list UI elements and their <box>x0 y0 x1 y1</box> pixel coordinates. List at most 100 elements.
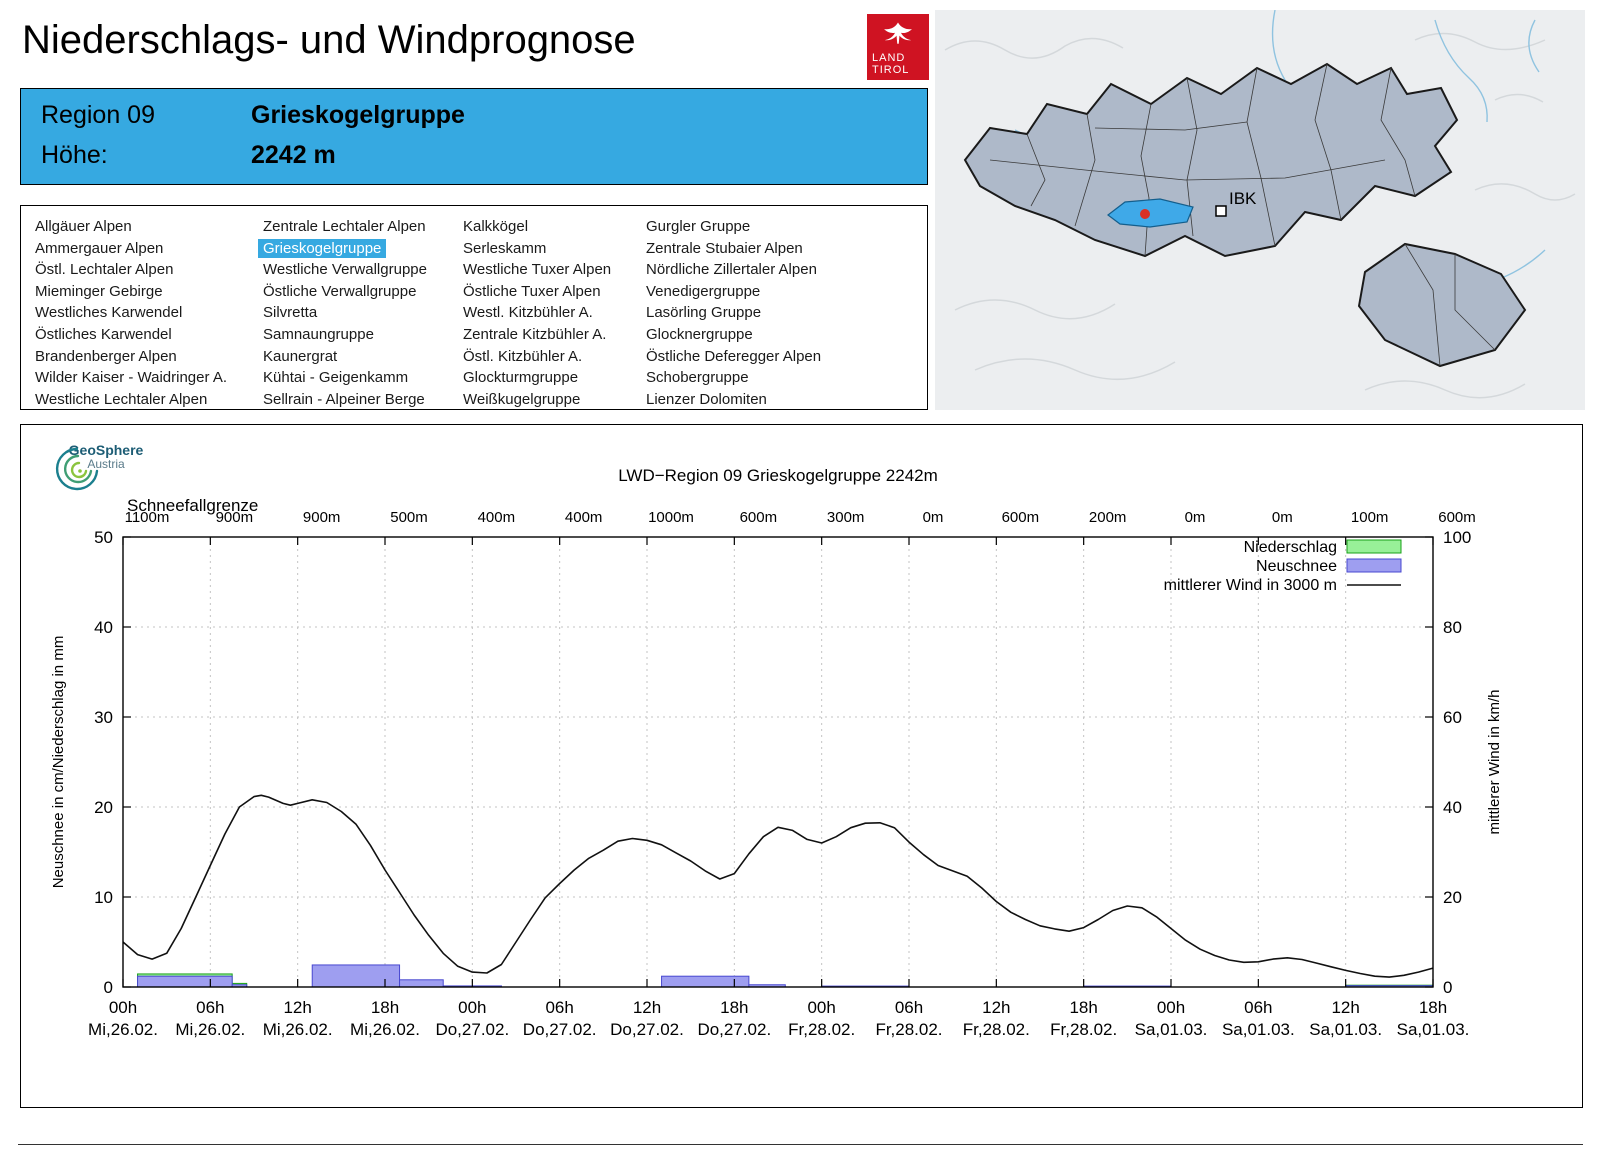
region-list-item[interactable]: Westliche Tuxer Alpen <box>463 261 612 279</box>
region-list-item[interactable]: Kalkkögel <box>463 218 529 235</box>
region-list-column: Zentrale Lechtaler Alpen Grieskogelgruppe… <box>258 216 463 410</box>
svg-text:12h: 12h <box>1331 998 1359 1017</box>
svg-text:300m: 300m <box>827 509 865 526</box>
svg-text:Niederschlag: Niederschlag <box>1244 539 1337 556</box>
selected-region-highlight[interactable] <box>1107 198 1194 228</box>
region-list-item[interactable]: Wilder Kaiser - Waidringer A. <box>35 369 227 387</box>
svg-text:400m: 400m <box>478 509 516 526</box>
chart-axes <box>122 536 1434 988</box>
svg-text:80: 80 <box>1443 618 1462 637</box>
svg-text:20: 20 <box>94 798 113 817</box>
region-header: Region 09 Grieskogelgruppe Höhe: 2242 m <box>20 88 928 185</box>
svg-text:100m: 100m <box>1351 509 1389 526</box>
region-list-item[interactable]: Östl. Lechtaler Alpen <box>35 261 174 279</box>
region-list-item[interactable]: Westl. Kitzbühler A. <box>463 304 593 322</box>
region-row: Region 09 Grieskogelgruppe <box>41 101 465 130</box>
axis-labels: 0 10 20 30 40 50 0 20 40 60 80 100 00h Mi,26.02. 06h Mi… <box>50 528 1503 1039</box>
svg-text:00h: 00h <box>109 998 137 1017</box>
region-list-item[interactable]: Zentrale Stubaier Alpen <box>646 239 803 257</box>
region-name: Grieskogelgruppe <box>251 101 465 129</box>
region-list-item[interactable]: Ammergauer Alpen <box>35 239 164 257</box>
svg-text:Neuschnee: Neuschnee <box>1256 558 1337 575</box>
svg-text:30: 30 <box>94 708 113 727</box>
region-list-item[interactable]: Schobergruppe <box>646 369 749 387</box>
svg-text:0m: 0m <box>1272 509 1293 526</box>
region-list-item[interactable]: Östliches Karwendel <box>35 325 172 343</box>
svg-text:60: 60 <box>1443 708 1462 727</box>
region-list-item[interactable]: Allgäuer Alpen <box>35 218 132 235</box>
svg-text:06h: 06h <box>545 998 573 1017</box>
region-list-item[interactable]: Westliche Lechtaler Alpen <box>35 390 208 408</box>
tirol-map: IBK <box>935 9 1585 410</box>
region-list-item[interactable]: Glockturmgruppe <box>463 369 579 387</box>
svg-text:18h: 18h <box>371 998 399 1017</box>
region-list-item[interactable]: Westliches Karwendel <box>35 304 183 322</box>
svg-text:Fr,28.02.: Fr,28.02. <box>963 1020 1030 1039</box>
svg-text:00h: 00h <box>458 998 486 1017</box>
region-list-item[interactable]: Glocknergruppe <box>646 325 753 343</box>
svg-text:Sa,01.03.: Sa,01.03. <box>1135 1020 1208 1039</box>
region-list-item[interactable]: Zentrale Kitzbühler A. <box>463 325 607 343</box>
chart-panel: 0 10 20 30 40 50 0 20 40 60 80 100 00h Mi,26.02. 06h Mi… <box>20 424 1583 1108</box>
region-list-item[interactable]: Sellrain - Alpeiner Berge <box>263 390 425 408</box>
region-list-item[interactable]: Lasörling Gruppe <box>646 304 762 322</box>
region-list-item[interactable]: Venedigergruppe <box>646 282 761 300</box>
terrain-texture <box>944 32 1576 399</box>
region-list-item[interactable]: Brandenberger Alpen <box>35 347 177 365</box>
north-tirol-region[interactable] <box>963 62 1459 258</box>
region-list-item[interactable]: Östliche Tuxer Alpen <box>463 282 601 300</box>
svg-text:Fr,28.02.: Fr,28.02. <box>875 1020 942 1039</box>
region-list-item[interactable]: Östl. Kitzbühler A. <box>463 347 583 365</box>
region-list-item[interactable]: Nördliche Zillertaler Alpen <box>646 261 817 279</box>
forecast-chart: 0 10 20 30 40 50 0 20 40 60 80 100 00h Mi,26.02. 06h Mi… <box>50 466 1503 1039</box>
geosphere-country: Austria <box>87 457 125 471</box>
region-list-item[interactable]: Lienzer Dolomiten <box>646 390 767 408</box>
svg-text:0m: 0m <box>923 509 944 526</box>
chart-legend: Niederschlag Neuschnee mittlerer Wind in 3… <box>1164 539 1402 594</box>
svg-text:LWD−Region 09 Grieskogelgruppe: LWD−Region 09 Grieskogelgruppe 2242m <box>618 466 938 485</box>
svg-text:400m: 400m <box>565 509 603 526</box>
region-list-item[interactable]: Samnaungruppe <box>263 325 374 343</box>
region-list-item[interactable]: Östliche Verwallgruppe <box>263 282 417 300</box>
region-list-item[interactable]: Westliche Verwallgruppe <box>263 261 427 279</box>
svg-text:0m: 0m <box>1185 509 1206 526</box>
elevation-label: Höhe: <box>41 141 108 169</box>
svg-text:40: 40 <box>94 618 113 637</box>
svg-text:00h: 00h <box>1157 998 1185 1017</box>
region-list-column: Gurgler Gruppe Zentrale Stubaier Alpen Nör… <box>646 216 916 410</box>
chart-grid <box>122 537 1434 987</box>
region-list: Allgäuer Alpen Ammergauer Alpen Östl. Lech… <box>20 205 928 410</box>
svg-text:Fr,28.02.: Fr,28.02. <box>788 1020 855 1039</box>
region-list-item[interactable]: Weißkugelgruppe <box>463 390 581 408</box>
region-list-item[interactable]: Serleskamm <box>463 239 547 257</box>
svg-text:06h: 06h <box>895 998 923 1017</box>
svg-text:06h: 06h <box>196 998 224 1017</box>
region-list-item[interactable]: Östliche Deferegger Alpen <box>646 347 822 365</box>
svg-text:Sa,01.03.: Sa,01.03. <box>1309 1020 1382 1039</box>
svg-text:mittlerer Wind in 3000 m: mittlerer Wind in 3000 m <box>1164 577 1337 594</box>
region-list-item[interactable]: Gurgler Gruppe <box>646 218 751 235</box>
region-list-column: Allgäuer Alpen Ammergauer Alpen Östl. Lech… <box>35 216 263 410</box>
region-list-columns: Allgäuer Alpen Ammergauer Alpen Östl. Lech… <box>35 216 927 410</box>
region-list-item[interactable]: Zentrale Lechtaler Alpen <box>263 218 426 235</box>
region-list-item[interactable]: Silvretta <box>263 304 318 322</box>
svg-text:Do,27.02.: Do,27.02. <box>523 1020 597 1039</box>
svg-text:50: 50 <box>94 528 113 547</box>
svg-text:Mi,26.02.: Mi,26.02. <box>263 1020 333 1039</box>
svg-text:900m: 900m <box>216 509 254 526</box>
svg-text:Do,27.02.: Do,27.02. <box>697 1020 771 1039</box>
svg-text:12h: 12h <box>283 998 311 1017</box>
svg-text:00h: 00h <box>807 998 835 1017</box>
region-list-item[interactable]: Mieminger Gebirge <box>35 282 163 300</box>
land-tirol-logo: LAND TIROL <box>867 14 929 80</box>
svg-text:Mi,26.02.: Mi,26.02. <box>88 1020 158 1039</box>
svg-text:18h: 18h <box>1069 998 1097 1017</box>
region-list-column: Kalkkögel Serleskamm Westliche Tuxer Alpen… <box>463 216 646 410</box>
svg-text:Do,27.02.: Do,27.02. <box>610 1020 684 1039</box>
east-tirol-region[interactable] <box>1357 242 1527 368</box>
region-list-item[interactable]: Grieskogelgruppe <box>258 238 463 260</box>
region-list-item[interactable]: Kühtai - Geigenkamm <box>263 369 409 387</box>
page-title: Niederschlags- und Windprognose <box>22 18 636 62</box>
region-list-item[interactable]: Kaunergrat <box>263 347 338 365</box>
